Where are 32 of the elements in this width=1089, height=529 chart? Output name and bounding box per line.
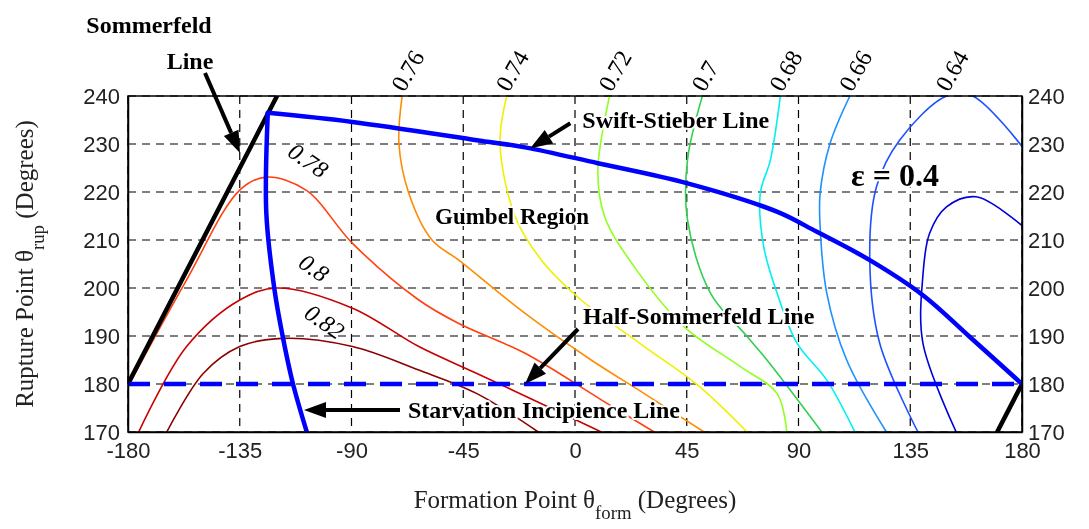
x-tick-label: -135	[218, 437, 263, 463]
text: 0.78	[283, 137, 333, 184]
y-tick-label: 210	[83, 227, 120, 253]
y2-tick-label: 220	[1028, 179, 1065, 205]
annotation: Gumbel Region	[435, 204, 590, 229]
y-tick-label: 230	[83, 131, 120, 157]
text: 0.72	[593, 46, 637, 96]
text: 0.68	[764, 46, 808, 96]
y-tick-label: 240	[83, 83, 120, 109]
text: 0.8	[294, 248, 334, 288]
x-tick-label: 0	[569, 437, 582, 463]
y2-tick-label: 200	[1028, 275, 1065, 301]
text: 0.74	[490, 46, 535, 96]
y2-tick-label: 230	[1028, 131, 1065, 157]
text: 0.82	[299, 299, 350, 345]
x-tick-label: -90	[336, 437, 368, 463]
y-tick-label: 220	[83, 179, 120, 205]
x-tick-label: 135	[892, 437, 930, 463]
y2-tick-label: 210	[1028, 227, 1065, 253]
x-tick-label: -45	[447, 437, 480, 463]
text: Sommerfeld Line	[86, 12, 218, 74]
text: 0.7	[686, 56, 724, 96]
y2-tick-label: 180	[1028, 371, 1065, 397]
x-tick-label: 45	[675, 437, 700, 463]
x-tick-label: 90	[786, 437, 812, 463]
y-tick-label: 180	[83, 371, 120, 397]
y-tick-label: 190	[83, 323, 120, 349]
y-tick-label: 200	[83, 275, 120, 301]
y2-tick-label: 240	[1028, 83, 1065, 109]
x-axis-title: Formation Point θ$_{form}$ (Degrees)	[413, 486, 737, 523]
text: 0.64	[930, 46, 974, 96]
y2-tick-label: 190	[1028, 323, 1065, 349]
